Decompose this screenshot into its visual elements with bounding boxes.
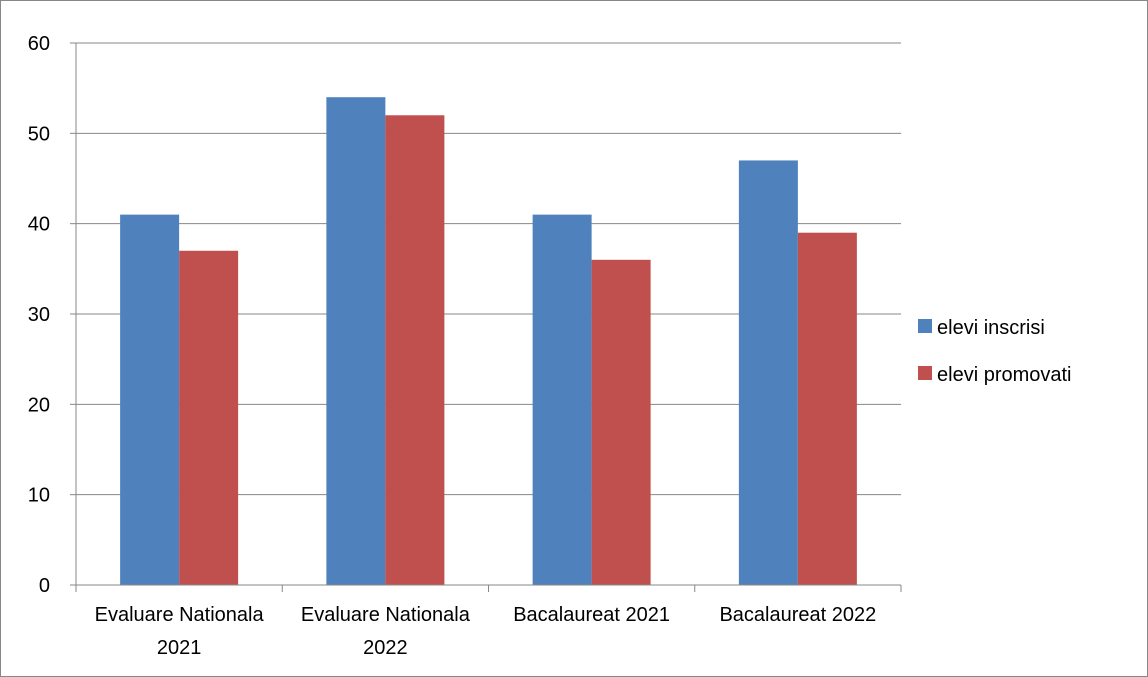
x-category-label: Bacalaureat 2021 [513,604,670,626]
bar-elevi-promovati [385,115,445,586]
bar-elevi-promovati [179,250,239,585]
y-tick-label: 30 [28,304,50,326]
legend-label: elevi promovati [937,364,1072,386]
y-tick-label: 40 [28,214,50,236]
y-tick-label: 60 [28,33,50,55]
y-axis-tick-labels: 0 10 20 30 40 50 60 [28,33,50,597]
y-tick-label: 0 [39,575,50,597]
legend-label: elevi inscrisi [937,317,1045,339]
legend-swatch [918,319,932,333]
x-category-label: 2021 [157,637,202,659]
bar-elevi-inscrisi [532,214,592,585]
bar-elevi-promovati [591,259,651,585]
x-axis-category-labels: Evaluare Nationala 2021 Evaluare Nationala… [95,604,877,659]
bar-elevi-inscrisi [120,214,180,585]
x-category-label: Evaluare Nationala [95,604,265,626]
y-tick-label: 10 [28,485,50,507]
axes [70,42,902,592]
x-category-label: 2022 [363,637,408,659]
x-category-label: Evaluare Nationala [301,604,471,626]
legend-swatch [918,366,932,380]
bar-elevi-inscrisi [738,160,798,585]
legend: elevi inscrisi elevi promovati [918,317,1072,386]
y-tick-label: 20 [28,394,50,416]
bar-elevi-promovati [797,232,857,585]
y-tick-label: 50 [28,123,50,145]
x-category-label: Bacalaureat 2022 [719,604,876,626]
bars [120,97,857,586]
bar-elevi-inscrisi [326,97,386,585]
